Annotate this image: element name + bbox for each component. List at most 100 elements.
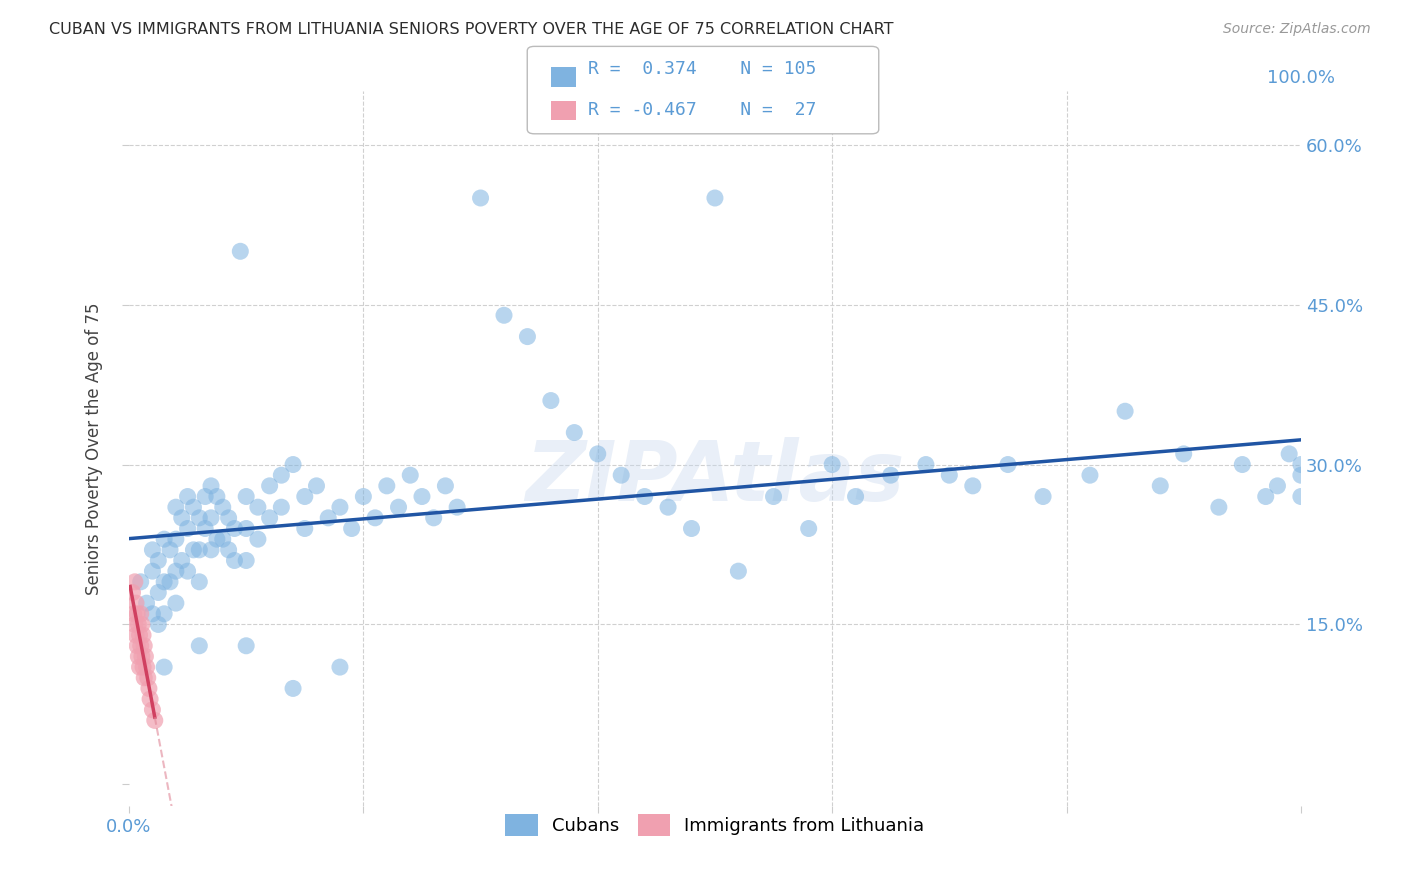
Cubans (165, 596, 187, 610)
Immigrants from Lithuania (124, 617, 146, 632)
Cubans (997, 458, 1019, 472)
Cubans (153, 532, 176, 546)
Cubans (194, 490, 217, 504)
Cubans (211, 532, 233, 546)
Text: R = -0.467    N =  27: R = -0.467 N = 27 (588, 101, 815, 119)
Immigrants from Lithuania (129, 607, 152, 621)
Cubans (375, 479, 398, 493)
Cubans (200, 479, 222, 493)
Cubans (1289, 458, 1312, 472)
Cubans (411, 490, 433, 504)
Immigrants from Lithuania (127, 607, 149, 621)
Cubans (235, 639, 257, 653)
Cubans (329, 500, 352, 515)
Cubans (141, 542, 163, 557)
Cubans (176, 521, 198, 535)
Cubans (135, 596, 157, 610)
Immigrants from Lithuania (134, 649, 156, 664)
Cubans (586, 447, 609, 461)
Cubans (294, 490, 316, 504)
Cubans (399, 468, 422, 483)
Cubans (540, 393, 562, 408)
Cubans (1173, 447, 1195, 461)
Y-axis label: Seniors Poverty Over the Age of 75: Seniors Poverty Over the Age of 75 (86, 302, 103, 595)
Cubans (165, 500, 187, 515)
Cubans (259, 479, 281, 493)
Cubans (176, 564, 198, 578)
Immigrants from Lithuania (136, 671, 159, 685)
Cubans (316, 511, 339, 525)
Immigrants from Lithuania (132, 628, 155, 642)
Cubans (148, 617, 170, 632)
Cubans (1289, 468, 1312, 483)
Cubans (281, 681, 304, 696)
Immigrants from Lithuania (131, 617, 153, 632)
Immigrants from Lithuania (121, 585, 143, 599)
Cubans (703, 191, 725, 205)
Cubans (153, 574, 176, 589)
Cubans (246, 500, 269, 515)
Cubans (446, 500, 468, 515)
Cubans (235, 490, 257, 504)
Cubans (188, 639, 211, 653)
Immigrants from Lithuania (127, 639, 149, 653)
Cubans (610, 468, 633, 483)
Cubans (1149, 479, 1171, 493)
Cubans (176, 490, 198, 504)
Cubans (183, 542, 205, 557)
Cubans (188, 511, 211, 525)
Cubans (1289, 490, 1312, 504)
Text: ZIPAtlas: ZIPAtlas (526, 436, 904, 517)
Cubans (633, 490, 655, 504)
Cubans (1114, 404, 1136, 418)
Immigrants from Lithuania (141, 703, 163, 717)
Immigrants from Lithuania (135, 660, 157, 674)
Cubans (762, 490, 785, 504)
Cubans (434, 479, 457, 493)
Cubans (305, 479, 328, 493)
Cubans (422, 511, 444, 525)
Cubans (1078, 468, 1101, 483)
Cubans (880, 468, 903, 483)
Cubans (270, 500, 292, 515)
Text: Source: ZipAtlas.com: Source: ZipAtlas.com (1223, 22, 1371, 37)
Immigrants from Lithuania (139, 692, 162, 706)
Cubans (211, 500, 233, 515)
Text: R =  0.374    N = 105: R = 0.374 N = 105 (588, 60, 815, 78)
Cubans (165, 532, 187, 546)
Cubans (170, 511, 193, 525)
Cubans (259, 511, 281, 525)
Cubans (352, 490, 374, 504)
Cubans (657, 500, 679, 515)
Cubans (562, 425, 585, 440)
Cubans (681, 521, 703, 535)
Cubans (183, 500, 205, 515)
Cubans (727, 564, 749, 578)
Cubans (188, 574, 211, 589)
Immigrants from Lithuania (124, 574, 146, 589)
Cubans (246, 532, 269, 546)
Cubans (148, 553, 170, 567)
Cubans (141, 564, 163, 578)
Cubans (141, 607, 163, 621)
Immigrants from Lithuania (129, 639, 152, 653)
Cubans (165, 564, 187, 578)
Immigrants from Lithuania (122, 607, 145, 621)
Cubans (170, 553, 193, 567)
Cubans (329, 660, 352, 674)
Cubans (159, 542, 181, 557)
Cubans (270, 468, 292, 483)
Cubans (281, 458, 304, 472)
Cubans (200, 542, 222, 557)
Cubans (200, 511, 222, 525)
Immigrants from Lithuania (131, 649, 153, 664)
Cubans (1232, 458, 1254, 472)
Cubans (224, 521, 246, 535)
Cubans (218, 542, 240, 557)
Cubans (1278, 447, 1301, 461)
Cubans (915, 458, 938, 472)
Cubans (1208, 500, 1230, 515)
Cubans (235, 553, 257, 567)
Cubans (516, 329, 538, 343)
Cubans (205, 490, 228, 504)
